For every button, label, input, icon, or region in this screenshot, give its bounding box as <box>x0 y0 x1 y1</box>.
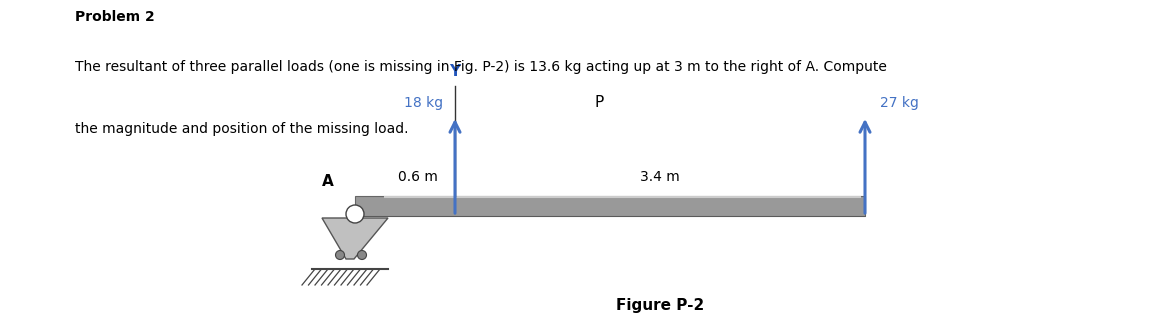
Text: 0.6 m: 0.6 m <box>397 170 438 184</box>
Text: A: A <box>323 174 334 189</box>
Text: 18 kg: 18 kg <box>404 96 444 110</box>
Circle shape <box>357 251 366 260</box>
Polygon shape <box>323 218 388 259</box>
Text: P: P <box>594 95 605 110</box>
Text: Problem 2: Problem 2 <box>75 10 154 24</box>
Bar <box>355 196 865 216</box>
Circle shape <box>335 251 344 260</box>
Text: the magnitude and position of the missing load.: the magnitude and position of the missin… <box>75 122 408 136</box>
Circle shape <box>346 205 364 223</box>
Text: 27 kg: 27 kg <box>880 96 919 110</box>
Text: Y: Y <box>449 64 461 79</box>
Text: 3.4 m: 3.4 m <box>641 170 680 184</box>
Text: Figure P-2: Figure P-2 <box>616 298 704 313</box>
Text: The resultant of three parallel loads (one is missing in Fig. P-2) is 13.6 kg ac: The resultant of three parallel loads (o… <box>75 60 887 73</box>
